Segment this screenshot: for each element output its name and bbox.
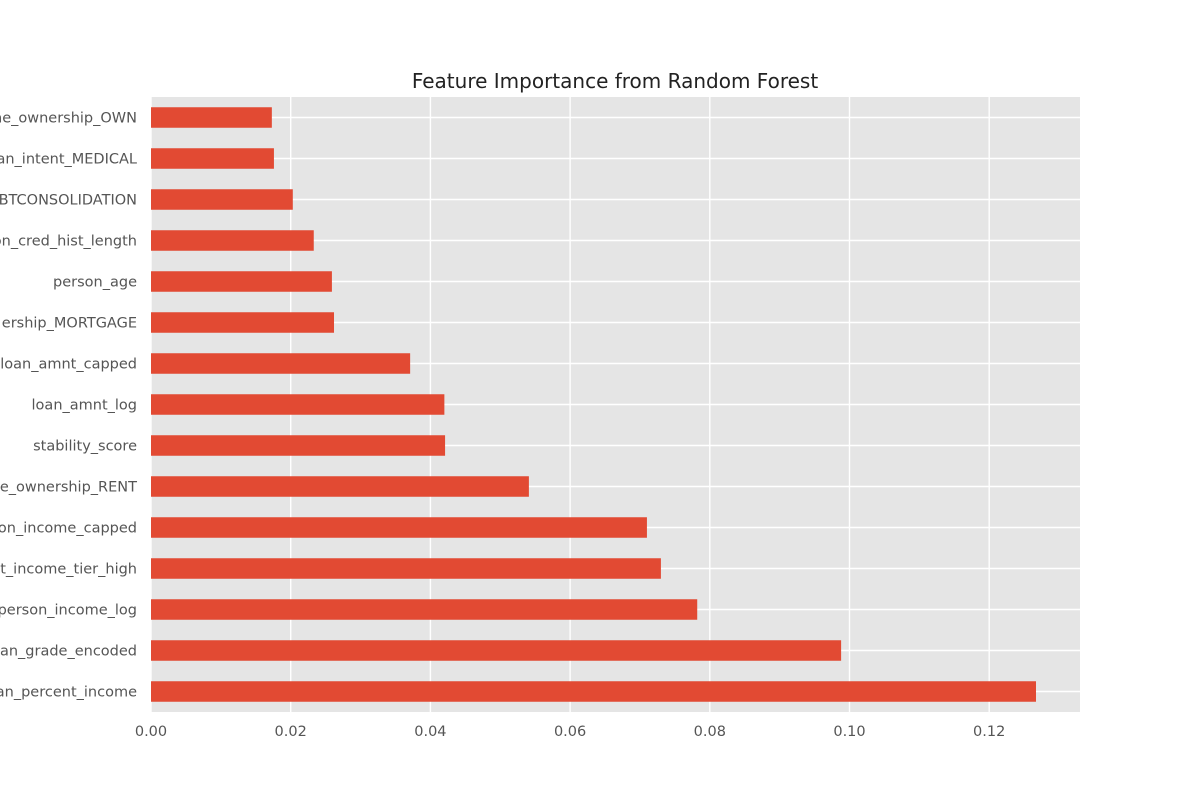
bar-person_age <box>151 271 332 292</box>
y-tick-label: BTCONSOLIDATION <box>0 193 137 209</box>
x-tick-label: 0.10 <box>833 724 865 740</box>
x-tick-label: 0.12 <box>973 724 1005 740</box>
y-tick-labels: loan_percent_income loan_grade_encoded per… <box>0 111 137 701</box>
bar-loan_grade_encoded <box>151 640 842 661</box>
x-tick-label: 0.04 <box>414 724 446 740</box>
bar-BTCONSOLIDATION <box>151 189 293 210</box>
bar-on_cred_hist_length <box>151 230 314 251</box>
bar-an_intent_MEDICAL <box>151 148 274 169</box>
y-tick-label: ne_ownership_OWN <box>0 111 137 127</box>
y-tick-label: person_income_log <box>0 603 137 619</box>
bar-nt_income_tier_high <box>151 558 661 579</box>
chart-title: Feature Importance from Random Forest <box>412 69 818 93</box>
bar-e_ownership_RENT <box>151 476 529 497</box>
x-tick-labels: 0.00 0.02 0.04 0.06 0.08 0.10 0.12 <box>135 724 1005 740</box>
y-tick-label: loan_amnt_capped <box>0 357 137 373</box>
x-tick-label: 0.02 <box>275 724 307 740</box>
bar-ne_ownership_OWN <box>151 107 272 128</box>
y-tick-label: loan_grade_encoded <box>0 644 137 660</box>
bar-loan_amnt_capped <box>151 353 411 374</box>
bar-stability_score <box>151 435 446 456</box>
bar-person_income_log <box>151 599 698 620</box>
y-tick-label: son_income_capped <box>0 521 137 537</box>
y-tick-label: on_cred_hist_length <box>0 234 137 250</box>
y-tick-label: loan_amnt_log <box>32 398 137 414</box>
x-tick-label: 0.08 <box>694 724 726 740</box>
y-tick-label: person_age <box>53 275 137 291</box>
bar-loan_amnt_log <box>151 394 445 415</box>
x-tick-label: 0.06 <box>554 724 586 740</box>
y-tick-label: ership_MORTGAGE <box>2 316 137 332</box>
bar-loan_percent_income <box>151 681 1036 702</box>
y-tick-label: stability_score <box>33 439 137 455</box>
bar-son_income_capped <box>151 517 647 538</box>
y-tick-label: an_intent_MEDICAL <box>0 152 137 168</box>
y-tick-label: e_ownership_RENT <box>0 480 137 496</box>
bars <box>151 107 1036 702</box>
y-tick-label: loan_percent_income <box>0 685 137 701</box>
bar-ership_MORTGAGE <box>151 312 335 333</box>
x-tick-label: 0.00 <box>135 724 167 740</box>
y-tick-label: nt_income_tier_high <box>0 562 137 578</box>
